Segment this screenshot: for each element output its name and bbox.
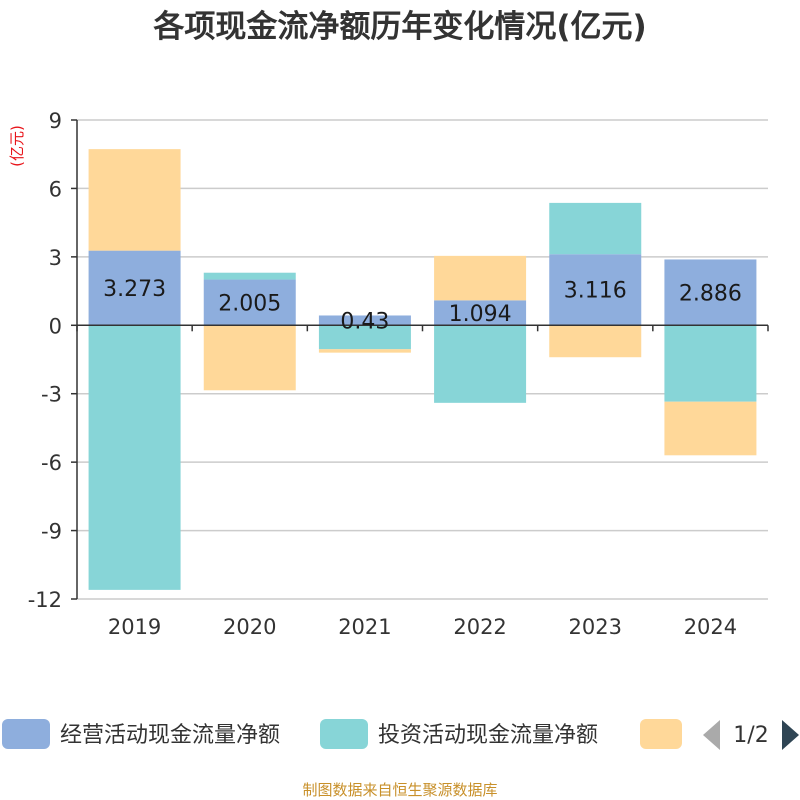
- data-label: 0.43: [340, 309, 389, 334]
- bar-segment: [318, 315, 411, 326]
- legend-label-operating[interactable]: 经营活动现金流量净额: [60, 723, 280, 748]
- legend-swatch-investing[interactable]: [320, 719, 368, 749]
- x-axis-ticks: 2019 2020 2021 2022 2023 2024: [108, 615, 737, 639]
- y-axis-unit: (亿元): [8, 125, 26, 167]
- bars: [88, 149, 757, 590]
- data-labels: 3.273 2.005 0.43 1.094 3.116 2.886: [103, 277, 742, 334]
- x-tick-label: 2020: [223, 615, 276, 639]
- bar-segment: [549, 254, 642, 326]
- y-tick-label: 0: [49, 314, 62, 338]
- legend-swatch-operating[interactable]: [2, 719, 50, 749]
- x-tick-label: 2019: [108, 615, 161, 639]
- x-tick-label: 2022: [453, 615, 506, 639]
- y-tick-label: -9: [41, 520, 62, 544]
- bar-segment: [318, 325, 411, 350]
- bar-segment: [88, 325, 181, 590]
- y-tick-label: 3: [49, 246, 62, 270]
- legend-swatch-financing[interactable]: [640, 719, 682, 749]
- x-tick-label: 2023: [569, 615, 622, 639]
- gridlines: [77, 119, 768, 600]
- data-label: 2.005: [218, 291, 281, 316]
- y-axis-ticks: 9 6 3 0 -3 -6 -9 -12: [28, 109, 62, 612]
- y-tick-label: -6: [41, 451, 62, 475]
- legend-prev-page-icon[interactable]: [703, 720, 720, 750]
- bar-segment: [318, 349, 411, 353]
- x-tick-label: 2024: [684, 615, 737, 639]
- data-label: 3.273: [103, 277, 166, 302]
- y-tick-label: 9: [49, 109, 62, 133]
- bar-segment: [434, 255, 527, 301]
- bar-segment: [203, 279, 296, 326]
- bar-segment: [664, 259, 757, 326]
- bar-segment: [549, 325, 642, 358]
- bar-segment: [549, 202, 642, 255]
- bar-segment: [88, 149, 181, 251]
- bar-segment: [664, 401, 757, 456]
- bar-segment: [664, 325, 757, 402]
- chart-title: 各项现金流净额历年变化情况(亿元): [152, 9, 646, 45]
- x-tick-label: 2021: [338, 615, 391, 639]
- bar-segment: [434, 325, 527, 403]
- legend-next-page-icon[interactable]: [782, 720, 799, 750]
- legend-page-indicator: 1/2: [733, 723, 768, 748]
- bar-segment: [203, 272, 296, 280]
- y-tick-label: 6: [49, 177, 62, 201]
- axes: [71, 119, 769, 600]
- legend-label-investing[interactable]: 投资活动现金流量净额: [378, 723, 598, 748]
- y-tick-label: -3: [41, 383, 62, 407]
- data-label: 1.094: [449, 302, 512, 327]
- legend: 经营活动现金流量净额 投资活动现金流量净额 1/2: [2, 719, 799, 750]
- data-label: 2.886: [679, 281, 742, 306]
- source-footer: 制图数据来自恒生聚源数据库: [302, 781, 497, 799]
- bar-segment: [434, 300, 527, 326]
- y-tick-label: -12: [28, 588, 62, 612]
- data-label: 3.116: [564, 279, 627, 304]
- bar-segment: [203, 325, 296, 391]
- bar-segment: [88, 250, 181, 326]
